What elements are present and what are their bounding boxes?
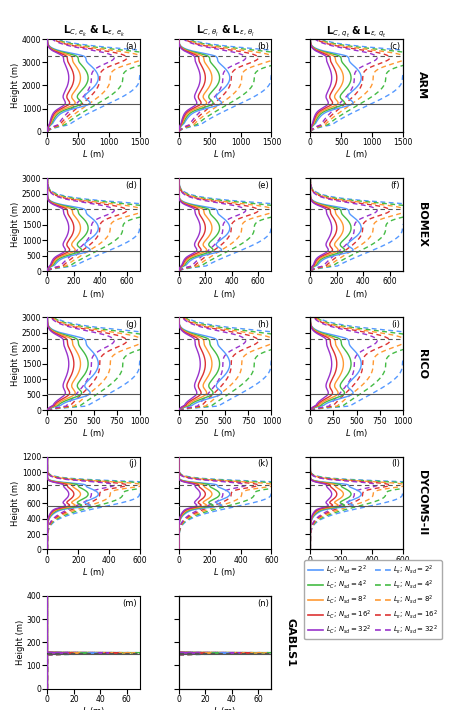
Y-axis label: Height (m): Height (m) — [11, 481, 20, 525]
Text: (k): (k) — [257, 459, 269, 469]
Text: (e): (e) — [257, 181, 269, 190]
X-axis label: $L$ (m): $L$ (m) — [213, 705, 237, 710]
X-axis label: $L$ (m): $L$ (m) — [213, 566, 237, 578]
Title: $\mathbf{L}_{C,\, \theta_l}$ & $\mathbf{L}_{\varepsilon,\, \theta_l}$: $\mathbf{L}_{C,\, \theta_l}$ & $\mathbf{… — [196, 24, 255, 39]
Text: (m): (m) — [123, 599, 137, 608]
X-axis label: $L$ (m): $L$ (m) — [213, 427, 237, 439]
Y-axis label: Height (m): Height (m) — [16, 620, 25, 665]
X-axis label: $L$ (m): $L$ (m) — [345, 427, 368, 439]
Text: (h): (h) — [257, 320, 269, 329]
Text: (d): (d) — [125, 181, 137, 190]
Text: (i): (i) — [391, 320, 400, 329]
Y-axis label: Height (m): Height (m) — [11, 342, 20, 386]
X-axis label: $L$ (m): $L$ (m) — [82, 566, 105, 578]
Text: (n): (n) — [257, 599, 269, 608]
Text: (g): (g) — [125, 320, 137, 329]
Y-axis label: GABLS1: GABLS1 — [285, 618, 295, 667]
X-axis label: $L$ (m): $L$ (m) — [345, 148, 368, 160]
Text: (l): (l) — [391, 459, 400, 469]
Title: $\mathbf{L}_{C,\, q_t}$ & $\mathbf{L}_{\varepsilon,\, q_t}$: $\mathbf{L}_{C,\, q_t}$ & $\mathbf{L}_{\… — [326, 24, 387, 39]
Y-axis label: DYCOMS-II: DYCOMS-II — [417, 471, 427, 536]
Legend: $L_C$; $N_{sd}=2^2$, $L_C$; $N_{sd}=4^2$, $L_C$; $N_{sd}=8^2$, $L_C$; $N_{sd}=16: $L_C$; $N_{sd}=2^2$, $L_C$; $N_{sd}=4^2$… — [304, 560, 442, 640]
Text: (j): (j) — [128, 459, 137, 469]
Text: (b): (b) — [257, 42, 269, 51]
X-axis label: $L$ (m): $L$ (m) — [82, 148, 105, 160]
Y-axis label: RICO: RICO — [417, 349, 427, 379]
X-axis label: $L$ (m): $L$ (m) — [82, 288, 105, 300]
Text: (c): (c) — [389, 42, 400, 51]
Text: (f): (f) — [391, 181, 400, 190]
X-axis label: $L$ (m): $L$ (m) — [213, 288, 237, 300]
X-axis label: $L$ (m): $L$ (m) — [345, 566, 368, 578]
Y-axis label: ARM: ARM — [417, 72, 427, 99]
Text: (a): (a) — [126, 42, 137, 51]
Y-axis label: Height (m): Height (m) — [11, 62, 20, 108]
X-axis label: $L$ (m): $L$ (m) — [82, 705, 105, 710]
X-axis label: $L$ (m): $L$ (m) — [345, 288, 368, 300]
Y-axis label: BOMEX: BOMEX — [417, 202, 427, 247]
Title: $\mathbf{L}_{C,\, e_k}$ & $\mathbf{L}_{\varepsilon,\, e_k}$: $\mathbf{L}_{C,\, e_k}$ & $\mathbf{L}_{\… — [63, 24, 125, 39]
X-axis label: $L$ (m): $L$ (m) — [82, 427, 105, 439]
X-axis label: $L$ (m): $L$ (m) — [213, 148, 237, 160]
Y-axis label: Height (m): Height (m) — [11, 202, 20, 247]
